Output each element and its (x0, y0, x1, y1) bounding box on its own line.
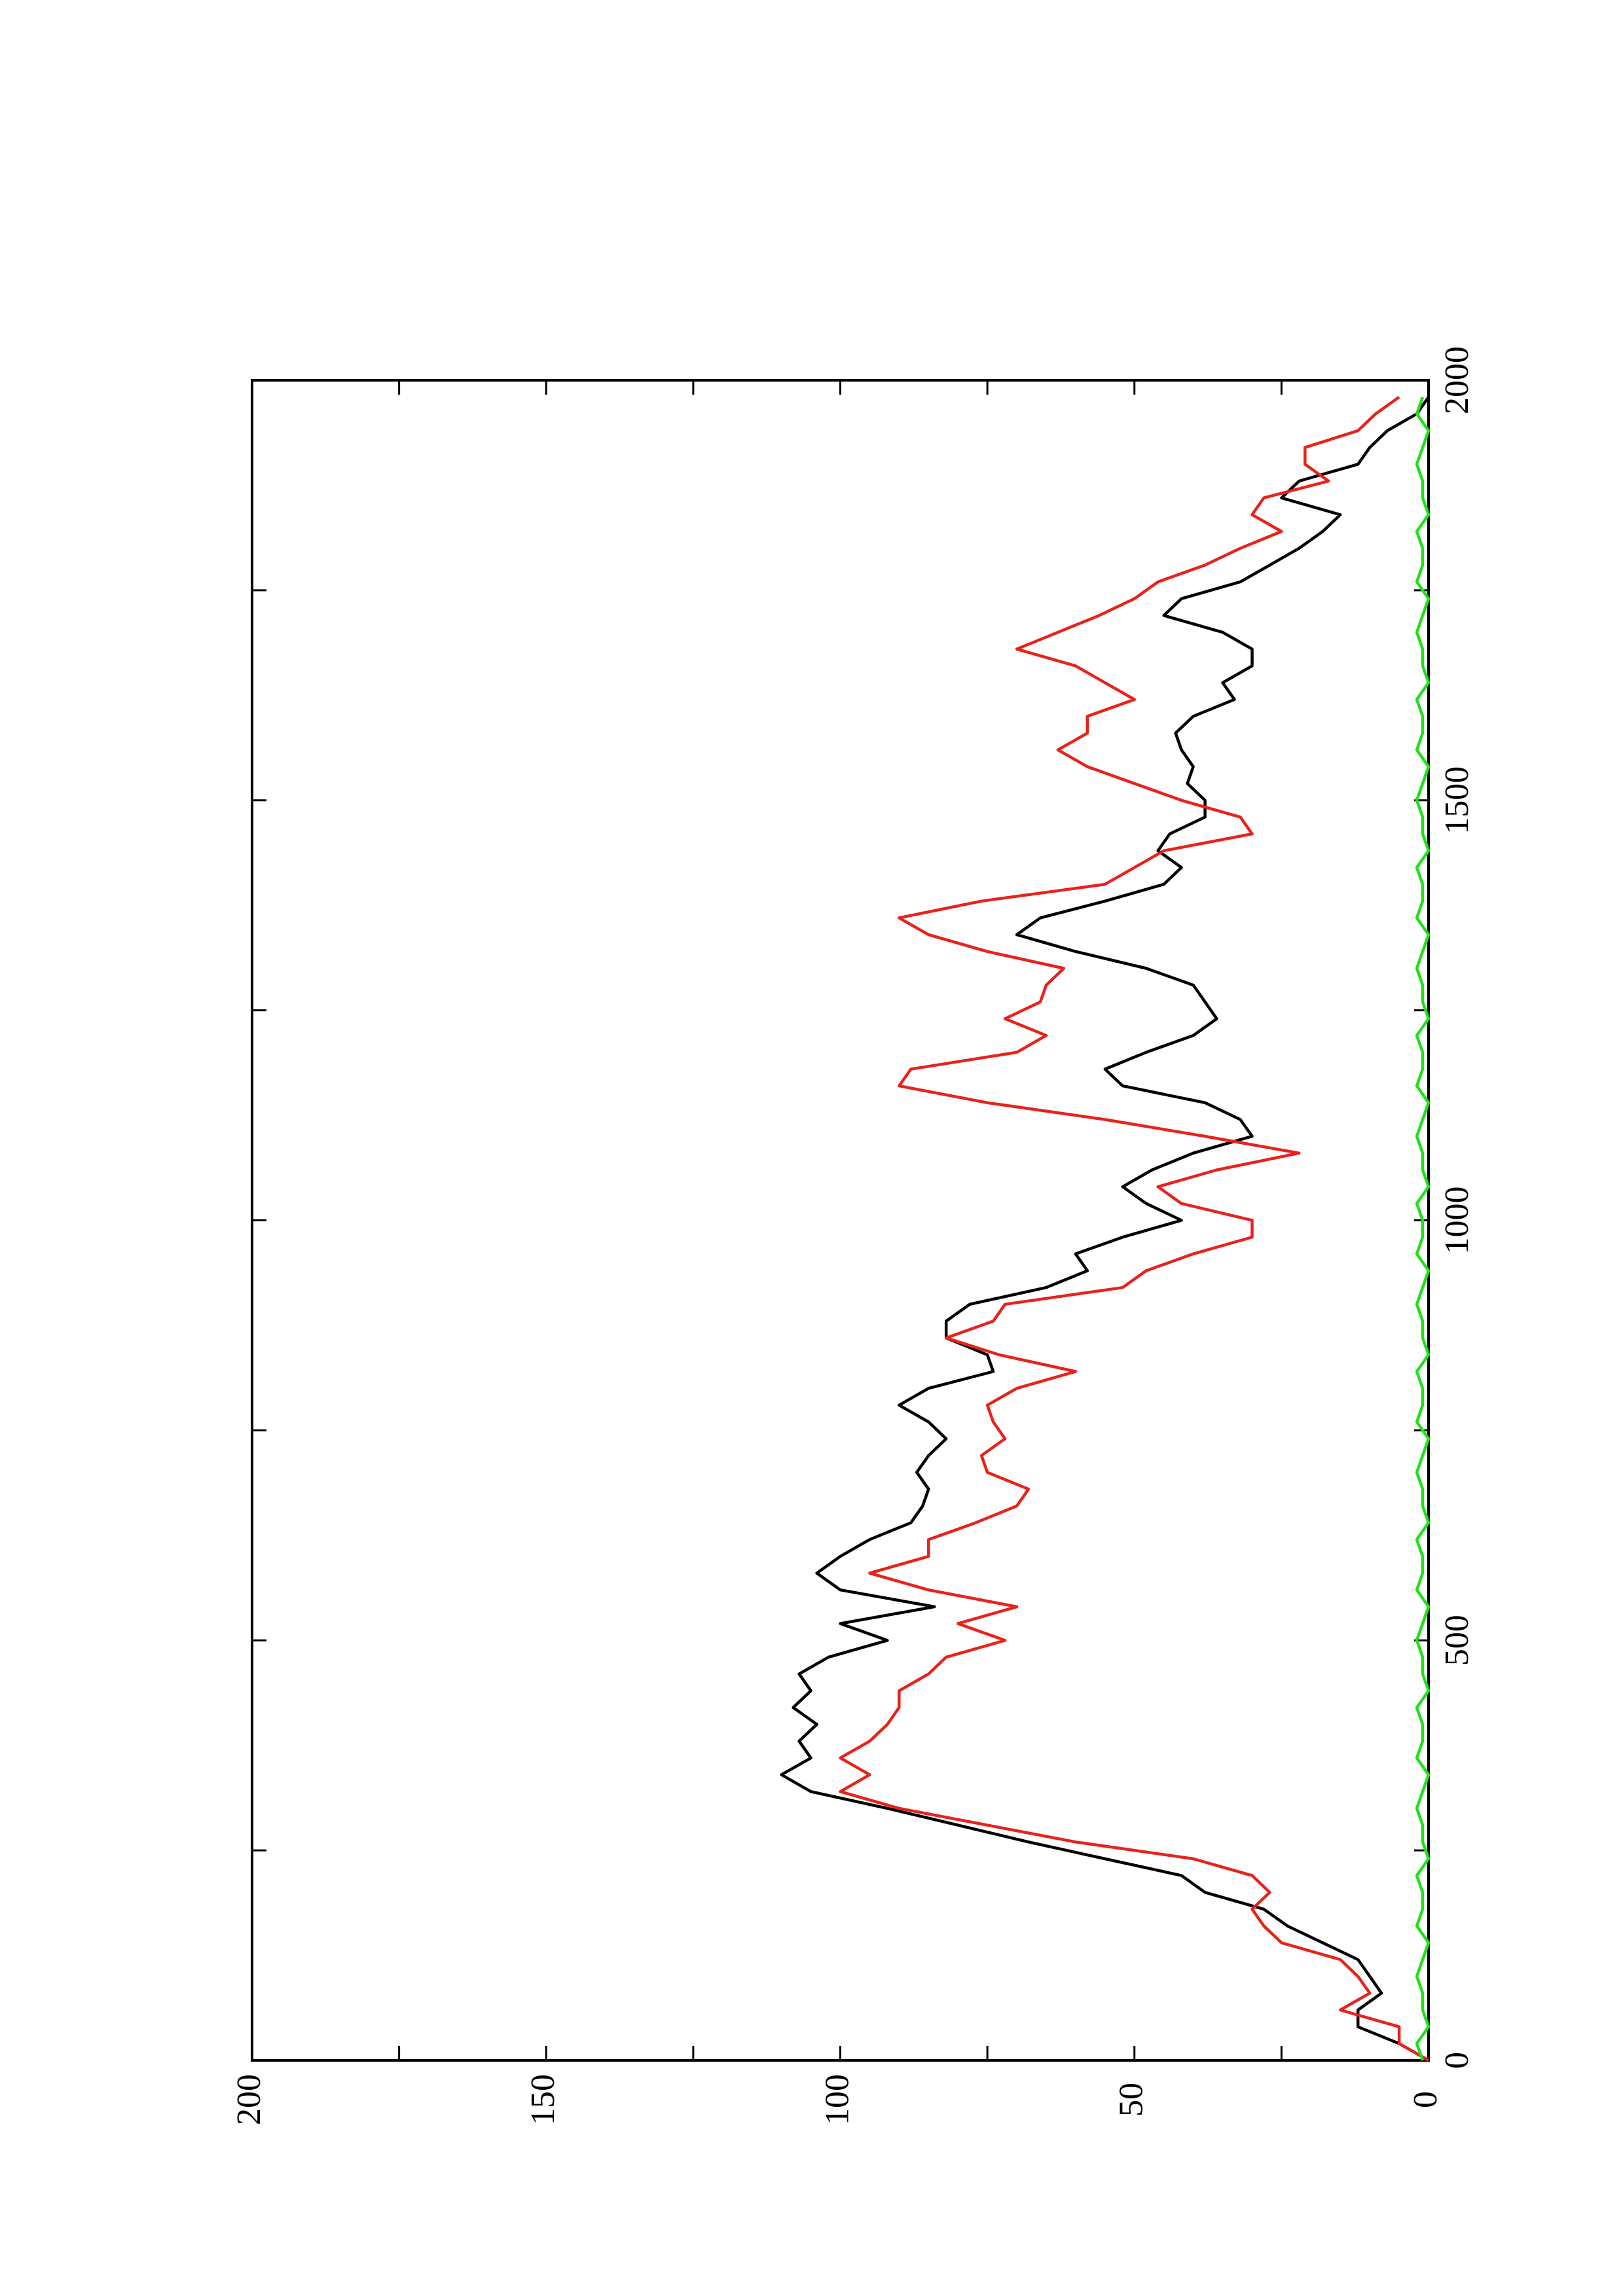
data-line (1415, 396, 1431, 2061)
y-tick-label: 0 (1407, 2091, 1444, 2108)
y-tick-label: 100 (818, 2074, 856, 2125)
x-tick-label: 2000 (1438, 346, 1476, 414)
data-line (839, 395, 1430, 2062)
x-tick-label: 1000 (1438, 1187, 1476, 1255)
y-tick-label: 50 (1113, 2083, 1150, 2117)
x-tick-label: 1500 (1438, 766, 1476, 834)
data-line (780, 396, 1430, 2062)
x-tick-label: 0 (1438, 2052, 1476, 2069)
y-tick-label: 150 (524, 2074, 562, 2125)
y-tick-label: 200 (230, 2074, 268, 2125)
x-tick-label: 500 (1438, 1615, 1476, 1666)
